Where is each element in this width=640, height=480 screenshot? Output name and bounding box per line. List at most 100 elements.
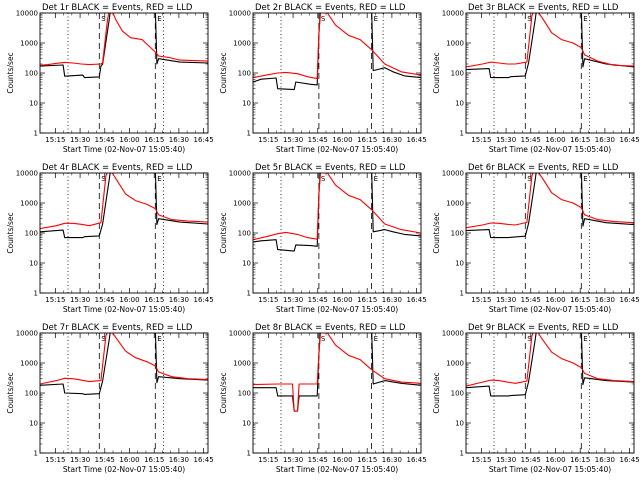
x-tick-label: 15:30	[283, 136, 303, 144]
marker-e: E	[374, 15, 378, 23]
x-tick-label: 16:45	[194, 136, 214, 144]
x-tick-label: 15:45	[308, 136, 328, 144]
panel-8: Det 8r BLACK = Events, RED = LLD 1 10 100 10…	[219, 323, 427, 474]
y-tick-label: 10	[455, 260, 464, 268]
x-tick-label: 15:45	[521, 456, 541, 464]
series-events	[466, 333, 634, 397]
y-tick-label: 1	[247, 450, 251, 458]
x-tick-label: 16:30	[169, 296, 189, 304]
plot-frame	[465, 332, 635, 454]
x-tick-label: 16:15	[144, 296, 164, 304]
x-tick-label: 16:30	[169, 136, 189, 144]
x-tick-label: 16:00	[119, 296, 139, 304]
y-tick-label: 1	[34, 130, 38, 138]
y-axis-label: Counts/sec	[432, 372, 441, 413]
plot-frame	[39, 12, 209, 134]
marker-s: S	[527, 175, 532, 183]
x-tick-label: 16:00	[332, 456, 352, 464]
x-tick-label: 16:00	[545, 136, 565, 144]
x-tick-label: 15:30	[70, 456, 90, 464]
y-tick-label: 1000	[20, 200, 38, 208]
y-tick-label: 100	[25, 390, 38, 398]
y-tick-label: 10	[29, 420, 38, 428]
x-tick-label: 16:45	[620, 456, 640, 464]
y-tick-label: 10	[455, 100, 464, 108]
panel-title: Det 7r BLACK = Events, RED = LLD	[42, 323, 193, 333]
x-tick-label: 15:45	[521, 296, 541, 304]
y-tick-label: 100	[451, 230, 464, 238]
y-tick-label: 10	[29, 260, 38, 268]
y-tick-label: 100	[238, 390, 251, 398]
x-tick-label: 15:30	[496, 456, 516, 464]
panel-title: Det 2r BLACK = Events, RED = LLD	[255, 3, 406, 13]
x-tick-label: 15:15	[258, 296, 278, 304]
x-tick-label: 15:30	[70, 296, 90, 304]
y-tick-label: 100	[451, 390, 464, 398]
panel-1: Det 1r BLACK = Events, RED = LLD 1 10 100 10…	[6, 3, 214, 154]
series-events	[253, 173, 421, 252]
x-tick-label: 15:15	[258, 136, 278, 144]
y-axis-label: Counts/sec	[432, 212, 441, 253]
x-tick-label: 15:45	[95, 296, 115, 304]
x-tick-label: 15:15	[471, 296, 491, 304]
x-tick-label: 16:45	[194, 456, 214, 464]
x-tick-label: 15:30	[283, 456, 303, 464]
series-events	[466, 13, 634, 79]
x-axis-label: Start Time (02-Nov-07 15:05:40)	[276, 465, 398, 474]
x-tick-label: 15:45	[521, 136, 541, 144]
y-tick-label: 10000	[16, 330, 38, 338]
x-tick-label: 16:30	[595, 456, 615, 464]
x-tick-label: 15:30	[496, 296, 516, 304]
x-tick-label: 16:00	[545, 296, 565, 304]
panel-6: Det 6r BLACK = Events, RED = LLD 1 10 100 10…	[432, 163, 640, 314]
plot-frame	[39, 332, 209, 454]
x-tick-label: 15:45	[308, 296, 328, 304]
series-events	[40, 173, 208, 239]
x-tick-label: 16:15	[570, 456, 590, 464]
y-axis-label: Counts/sec	[6, 212, 15, 253]
y-tick-label: 1	[34, 450, 38, 458]
x-tick-label: 16:15	[357, 296, 377, 304]
y-tick-label: 10000	[229, 10, 251, 18]
x-tick-label: 15:15	[45, 296, 65, 304]
x-tick-label: 16:00	[332, 136, 352, 144]
x-axis-label: Start Time (02-Nov-07 15:05:40)	[63, 465, 185, 474]
panel-7: Det 7r BLACK = Events, RED = LLD 1 10 100 10…	[6, 323, 214, 474]
x-tick-label: 15:45	[95, 456, 115, 464]
x-axis-label: Start Time (02-Nov-07 15:05:40)	[489, 465, 611, 474]
x-tick-label: 15:15	[45, 456, 65, 464]
x-tick-label: 16:30	[595, 136, 615, 144]
series-lld	[466, 13, 634, 68]
x-tick-label: 16:15	[570, 296, 590, 304]
y-tick-label: 1	[34, 290, 38, 298]
series-events	[466, 173, 634, 239]
plot-frame	[252, 332, 422, 454]
y-axis-label: Counts/sec	[219, 372, 228, 413]
y-tick-label: 10	[455, 420, 464, 428]
y-tick-label: 1	[247, 130, 251, 138]
marker-s: S	[101, 15, 106, 23]
series-events	[40, 333, 208, 395]
x-axis-label: Start Time (02-Nov-07 15:05:40)	[63, 145, 185, 154]
marker-s: S	[101, 175, 106, 183]
marker-s: S	[101, 335, 106, 343]
series-lld	[253, 333, 421, 412]
x-tick-label: 16:45	[407, 296, 427, 304]
panel-title: Det 1r BLACK = Events, RED = LLD	[42, 3, 193, 13]
panel-4: Det 4r BLACK = Events, RED = LLD 1 10 100 10…	[6, 163, 214, 314]
x-tick-label: 16:30	[169, 456, 189, 464]
y-tick-label: 100	[238, 230, 251, 238]
y-tick-label: 100	[451, 70, 464, 78]
y-tick-label: 1000	[446, 40, 464, 48]
x-tick-label: 15:15	[258, 456, 278, 464]
x-tick-label: 16:30	[382, 296, 402, 304]
x-tick-label: 16:45	[620, 296, 640, 304]
y-tick-label: 1	[460, 290, 464, 298]
y-axis-label: Counts/sec	[219, 52, 228, 93]
series-events	[253, 13, 421, 91]
series-lld	[40, 333, 208, 385]
y-tick-label: 1000	[233, 360, 251, 368]
series-lld	[466, 173, 634, 229]
panel-title: Det 8r BLACK = Events, RED = LLD	[255, 323, 406, 333]
plot-frame	[39, 172, 209, 294]
